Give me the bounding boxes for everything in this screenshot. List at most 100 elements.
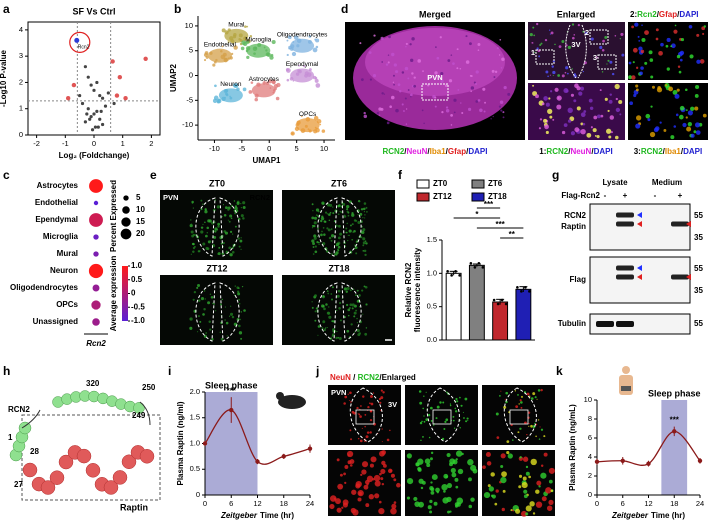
cell (364, 217, 366, 219)
residue-label: 249 (132, 411, 146, 420)
cell (348, 399, 350, 401)
cell (466, 417, 469, 420)
cell (380, 468, 386, 474)
caption: 3:RCN2/Iba1/DAPI (634, 147, 703, 156)
y-tick-label: 3 (19, 51, 23, 60)
cell (520, 510, 527, 517)
cell (191, 242, 195, 246)
cell (501, 471, 507, 478)
cell (357, 213, 359, 216)
cell (348, 229, 352, 233)
data-point (697, 458, 703, 463)
cell (517, 431, 520, 434)
cell (462, 411, 464, 413)
data-point (594, 459, 600, 464)
cell (658, 51, 663, 56)
marker-arrow (637, 274, 642, 280)
panel-title: Enlarged (557, 9, 596, 19)
cell (563, 123, 568, 128)
data-point (92, 112, 96, 116)
cell (436, 405, 440, 409)
category-label: Microglia (43, 232, 79, 241)
cell (234, 205, 238, 208)
cell (345, 231, 348, 234)
cell (417, 59, 422, 63)
cell (311, 301, 313, 303)
cell (519, 456, 522, 459)
x-tick-label: 24 (306, 499, 314, 508)
cell (346, 222, 349, 225)
color-tick-label: 0.5 (131, 275, 143, 284)
cell (192, 250, 195, 253)
cell (500, 476, 507, 484)
cluster-label: Oligodendrocytes (277, 31, 328, 38)
ventricle-label: 3V (388, 400, 397, 409)
dot (92, 284, 100, 292)
cell (628, 61, 632, 65)
cell (464, 397, 468, 401)
replicate (496, 302, 500, 306)
cell (209, 328, 212, 331)
cell (468, 477, 472, 482)
caption-part: NeuN (407, 147, 428, 156)
cell (535, 435, 537, 438)
data-point (101, 122, 105, 127)
cell (312, 242, 316, 246)
cell (369, 402, 371, 405)
legend-swatch (471, 192, 485, 202)
cell (407, 89, 410, 91)
cell (322, 227, 325, 229)
cell (275, 96, 280, 101)
size-legend-label: 15 (136, 217, 145, 226)
cell (442, 401, 445, 404)
cell (353, 315, 356, 318)
cell (343, 215, 347, 218)
cell (457, 468, 464, 475)
data-point (83, 120, 87, 124)
cell (614, 83, 620, 90)
cell (660, 42, 664, 47)
cell (655, 37, 659, 41)
cell (702, 113, 707, 118)
linker (21, 401, 151, 429)
cell (190, 230, 194, 234)
cell (345, 290, 348, 293)
cell (565, 89, 569, 93)
cell (538, 485, 541, 488)
rcn2-residue (18, 421, 32, 435)
cell (434, 96, 437, 99)
cell (351, 307, 354, 310)
cell (205, 246, 209, 250)
dot (91, 300, 101, 310)
cell (208, 219, 212, 223)
cell (608, 99, 613, 104)
cell (434, 105, 437, 108)
x-axis-label: Zeitgeber Time (hr) (611, 511, 685, 520)
cell (454, 407, 457, 410)
chart-title: SF Vs Ctrl (72, 6, 115, 16)
y-axis-label: fluorescence intensity (413, 247, 422, 332)
cluster (290, 68, 315, 83)
cell (190, 253, 192, 255)
raptin-residue (76, 448, 92, 464)
cell (379, 401, 382, 404)
cell (357, 437, 360, 440)
cell (552, 70, 556, 75)
cell (230, 204, 233, 207)
cell (596, 135, 600, 139)
cell (427, 413, 431, 417)
cluster (246, 43, 271, 58)
cell (321, 215, 324, 218)
cell (363, 111, 366, 115)
cell (452, 62, 455, 65)
timepoint-label: ZT6 (331, 178, 347, 188)
cell (190, 223, 192, 225)
cell (601, 48, 605, 52)
cell (204, 208, 207, 211)
y-tick-label: 0 (19, 130, 23, 139)
data-point (202, 441, 208, 446)
inset-box (355, 409, 375, 425)
cell (529, 501, 535, 507)
cell (452, 415, 455, 418)
